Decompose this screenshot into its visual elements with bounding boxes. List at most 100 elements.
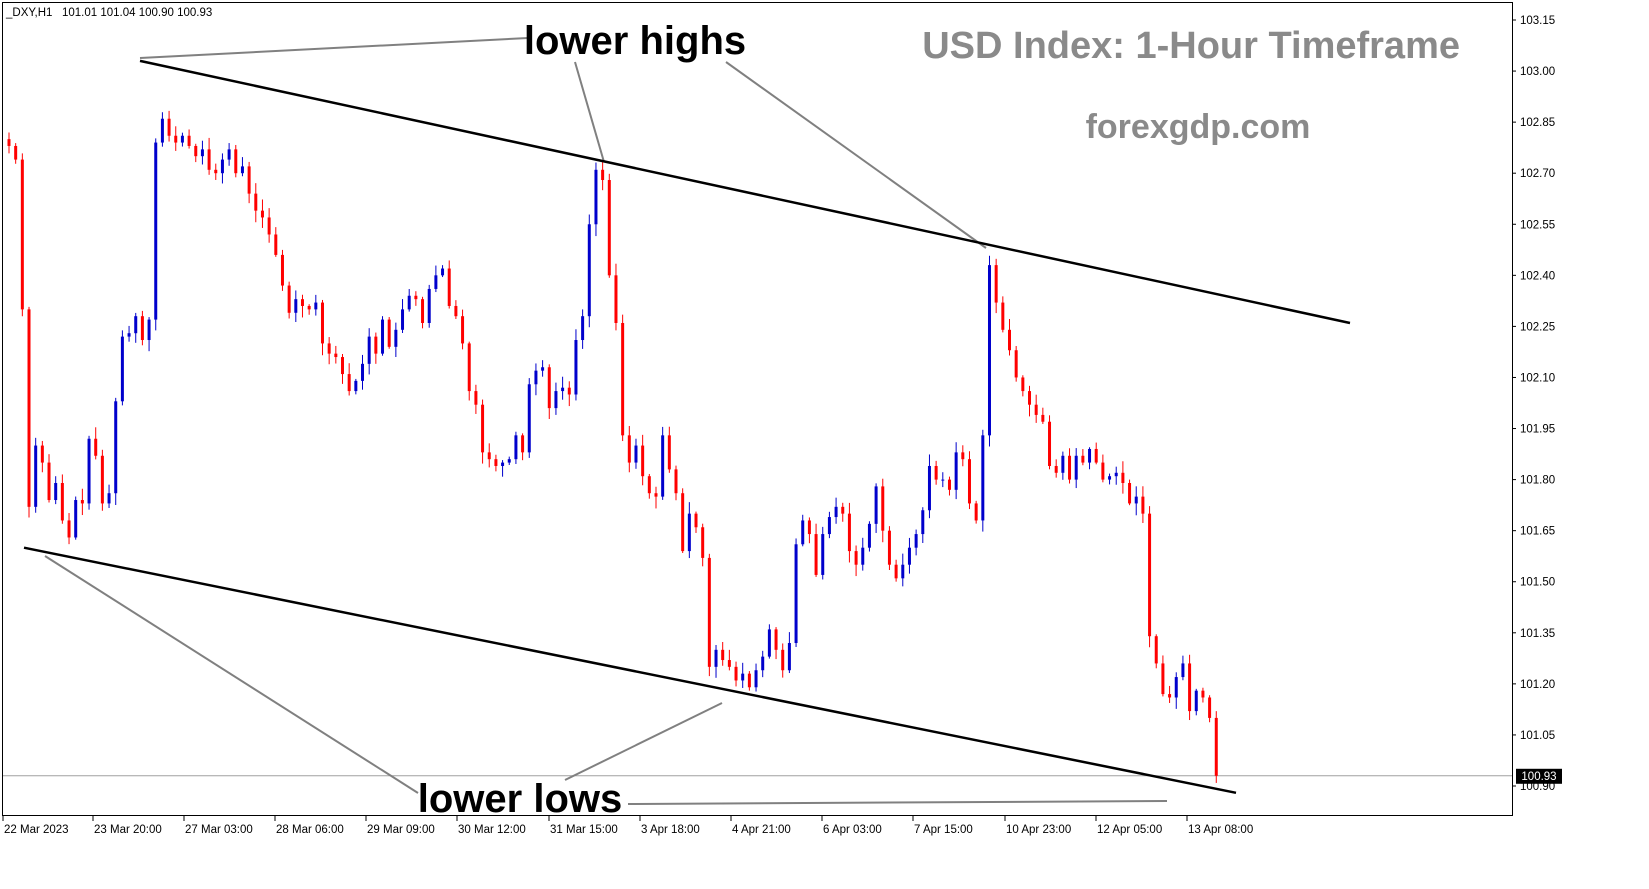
- bear-candle-body: [667, 435, 671, 470]
- connector-high-2: [574, 61, 605, 163]
- bear-candle-body: [487, 452, 491, 460]
- bull-candle-body: [741, 673, 745, 681]
- bull-candle-body: [134, 316, 138, 334]
- x-tick-label: 13 Apr 08:00: [1188, 824, 1253, 836]
- bull-candle-body: [354, 380, 358, 392]
- bear-candle-body: [521, 435, 525, 453]
- bear-candle-body: [1201, 690, 1205, 698]
- bear-candle-body: [1041, 414, 1045, 422]
- bear-candle-body: [701, 527, 705, 558]
- bear-candle-body: [1081, 455, 1085, 463]
- bull-candle-body: [861, 547, 865, 565]
- bear-candle-body: [547, 367, 551, 409]
- bull-candle-body: [200, 149, 204, 157]
- bull-candle-body: [787, 643, 791, 671]
- bull-candle-body: [534, 370, 538, 385]
- bull-candle-body: [154, 142, 158, 320]
- bear-candle-body: [947, 479, 951, 490]
- bull-candle-body: [87, 438, 91, 504]
- bear-candle-body: [140, 316, 144, 341]
- y-tick-label: 102.40: [1520, 270, 1555, 282]
- bear-candle-body: [27, 309, 31, 507]
- bear-candle-body: [747, 673, 751, 688]
- y-tick-label: 102.25: [1520, 321, 1555, 333]
- bull-candle-body: [220, 159, 224, 174]
- bear-candle-body: [341, 357, 344, 375]
- bear-candle-body: [1101, 462, 1105, 480]
- bull-candle-body: [180, 135, 184, 143]
- bull-candle-body: [314, 302, 318, 310]
- bear-candle-body: [327, 343, 331, 354]
- bear-candle-body: [214, 169, 218, 174]
- y-tick-label: 103.00: [1520, 66, 1555, 78]
- bear-candle-body: [374, 336, 378, 354]
- bear-candle-body: [1054, 465, 1058, 473]
- x-tick-label: 7 Apr 15:00: [914, 824, 973, 836]
- bear-candle-body: [300, 299, 304, 306]
- bear-candle-body: [481, 404, 485, 453]
- bear-candle-body: [467, 343, 471, 392]
- bear-candle-body: [654, 493, 658, 497]
- bull-candle-body: [927, 465, 931, 511]
- bear-candle-body: [1154, 636, 1158, 664]
- bear-candle-body: [841, 506, 845, 514]
- bull-candle-body: [754, 670, 758, 688]
- bear-candle-body: [80, 500, 84, 504]
- bear-candle-body: [320, 302, 324, 344]
- bear-candle-body: [1008, 329, 1011, 351]
- bull-candle-body: [127, 333, 131, 337]
- bear-candle-body: [807, 520, 811, 535]
- x-tick-label: 10 Apr 23:00: [1006, 824, 1071, 836]
- bear-candle-body: [494, 459, 498, 466]
- bear-candle-body: [447, 268, 451, 306]
- bull-candle-body: [541, 367, 545, 371]
- bear-candle-body: [781, 649, 785, 671]
- bull-candle-body: [54, 483, 58, 501]
- y-tick-label: 101.95: [1520, 424, 1555, 436]
- bull-candle-body: [834, 506, 838, 518]
- y-tick-label: 101.50: [1520, 577, 1555, 589]
- bear-candle-body: [621, 322, 625, 436]
- bear-candle-body: [994, 265, 998, 303]
- bull-candle-body: [634, 445, 638, 463]
- bear-candle-body: [274, 234, 278, 255]
- y-axis: 103.15 103.00 102.85 102.70 102.55 102.40 102.…: [1512, 15, 1555, 793]
- bull-candle-body: [407, 295, 411, 310]
- bear-candle-body: [94, 438, 98, 456]
- bull-candle-body: [821, 534, 825, 575]
- bear-candle-body: [641, 445, 645, 477]
- bull-candle-body: [767, 629, 771, 657]
- bear-candle-body: [421, 299, 425, 323]
- bear-candle-body: [1128, 483, 1132, 504]
- bear-candle-body: [387, 319, 391, 347]
- bear-candle-body: [567, 387, 571, 395]
- bull-candle-body: [954, 452, 958, 490]
- bear-candle-body: [267, 217, 271, 235]
- bear-candle-body: [721, 649, 725, 661]
- bear-candle-body: [194, 145, 198, 157]
- bear-candle-body: [974, 503, 978, 521]
- ohlc-readout: 101.01 101.04 100.90 100.93: [62, 7, 212, 19]
- bear-candle-body: [14, 145, 18, 160]
- bear-candle-body: [347, 374, 351, 392]
- bull-candle-body: [361, 363, 365, 381]
- y-tick-label: 100.90: [1520, 781, 1555, 793]
- bear-candle-body: [934, 465, 938, 480]
- bull-candle-body: [901, 564, 905, 579]
- bear-candle-body: [967, 459, 971, 504]
- x-tick-label: 3 Apr 18:00: [641, 824, 700, 836]
- channel-upper-line: [139, 59, 1351, 325]
- lower-highs-label: lower highs: [524, 19, 746, 63]
- bear-candle-body: [7, 139, 11, 146]
- descending-channel: [23, 59, 1351, 795]
- bear-candle-body: [774, 629, 778, 650]
- bull-candle-body: [1134, 496, 1138, 504]
- bull-candle-body: [561, 387, 565, 392]
- bull-candle-body: [527, 384, 531, 453]
- bear-candle-body: [287, 285, 291, 313]
- bear-candle-body: [1208, 697, 1212, 718]
- x-tick-label: 31 Mar 15:00: [550, 824, 618, 836]
- bear-candle-body: [887, 530, 891, 565]
- bull-candle-body: [394, 329, 398, 347]
